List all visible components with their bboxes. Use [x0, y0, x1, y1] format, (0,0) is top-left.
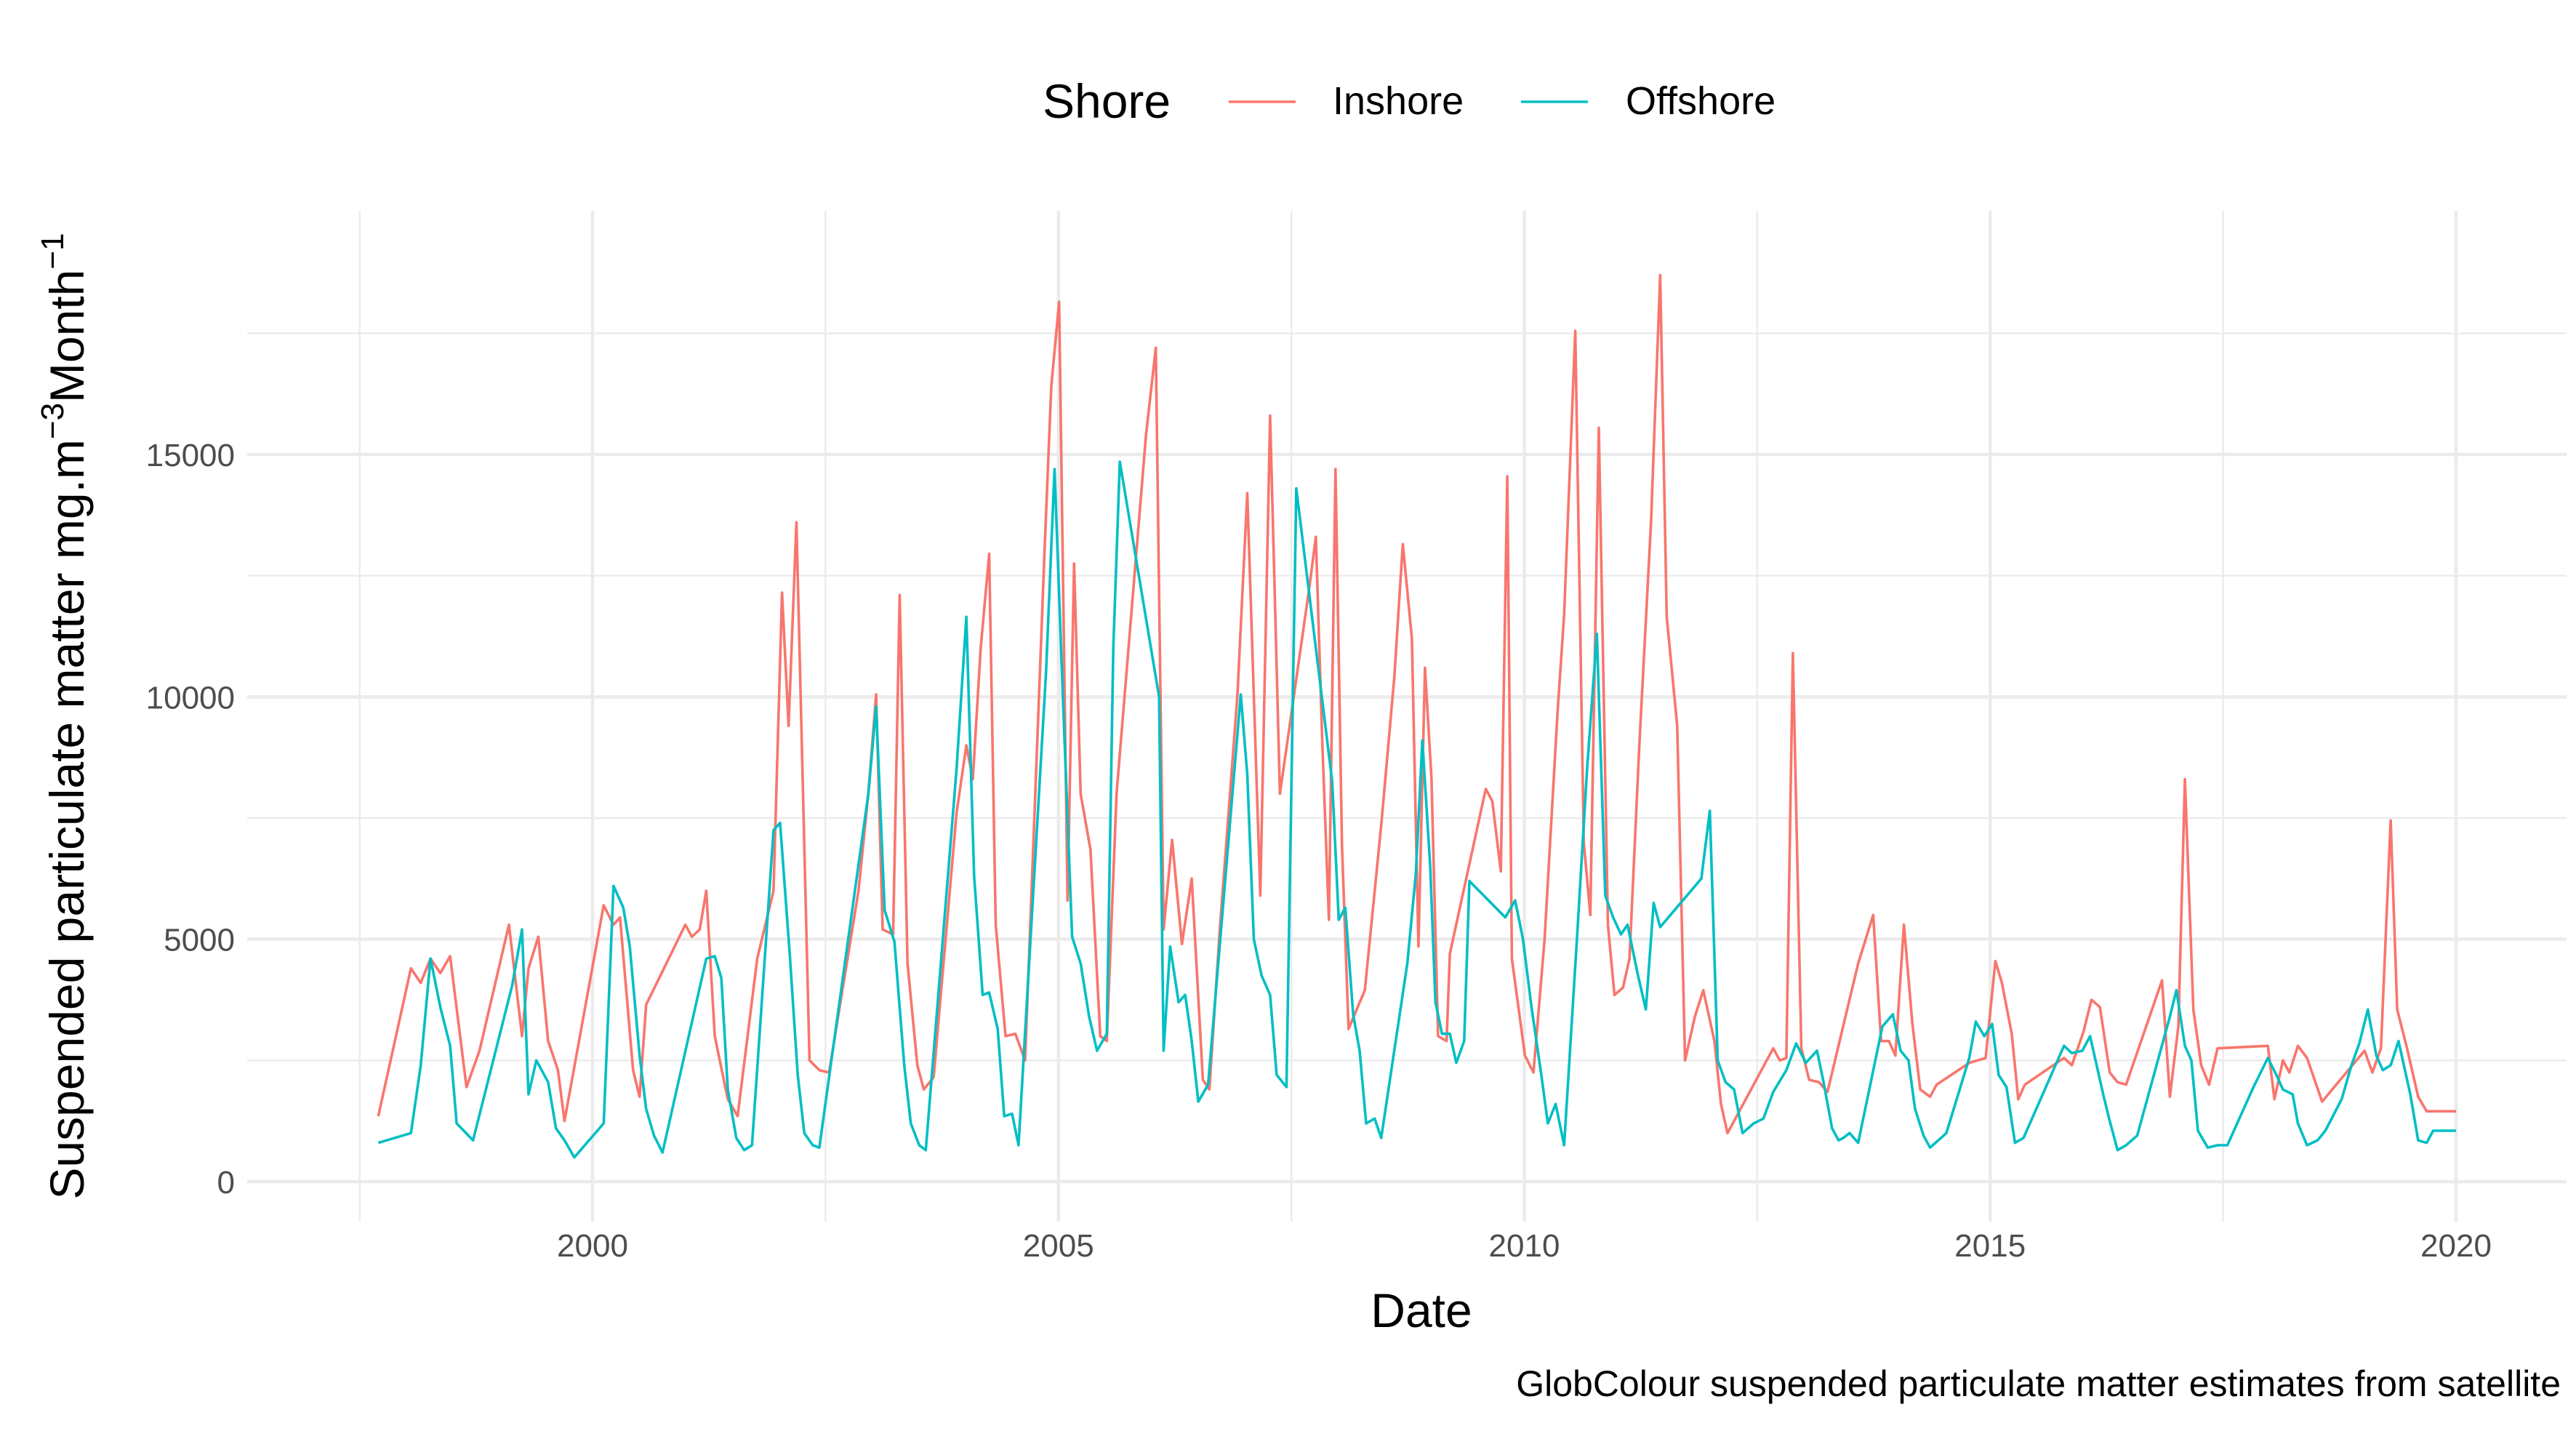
y-axis-title-mid: Month [40, 270, 94, 403]
legend: Shore Inshore Offshore [1043, 74, 1775, 128]
x-tick-label: 2005 [1023, 1228, 1094, 1264]
caption: GlobColour suspended particulate matter … [1516, 1363, 2561, 1404]
x-tick-label: 2020 [2420, 1228, 2492, 1264]
legend-label-inshore: Inshore [1333, 79, 1464, 123]
y-axis-title-sup1: −3 [35, 403, 71, 439]
grid [247, 211, 2567, 1222]
x-tick-label: 2015 [1954, 1228, 2026, 1264]
x-tick-label: 2000 [557, 1228, 628, 1264]
x-axis-title: Date [1371, 1283, 1472, 1337]
y-axis-ticks: 0 5000 10000 15000 [146, 438, 235, 1200]
x-tick-label: 2010 [1489, 1228, 1560, 1264]
y-tick-label: 10000 [146, 680, 235, 716]
y-axis-title-main: Suspended particulate matter mg.m [40, 439, 94, 1200]
legend-label-offshore: Offshore [1626, 79, 1775, 123]
y-axis-title-sup2: −1 [35, 233, 71, 269]
series-line-offshore [377, 460, 2456, 1159]
legend-title: Shore [1043, 74, 1171, 128]
x-axis-ticks: 2000 2005 2010 2015 2020 [557, 1228, 2492, 1264]
y-tick-label: 0 [217, 1165, 235, 1200]
series-line-inshore [377, 273, 2456, 1135]
y-tick-label: 5000 [164, 923, 235, 958]
y-tick-label: 15000 [146, 438, 235, 473]
series-lines [377, 273, 2456, 1159]
y-axis-title: Suspended particulate matter mg.m−3Month… [35, 233, 94, 1199]
